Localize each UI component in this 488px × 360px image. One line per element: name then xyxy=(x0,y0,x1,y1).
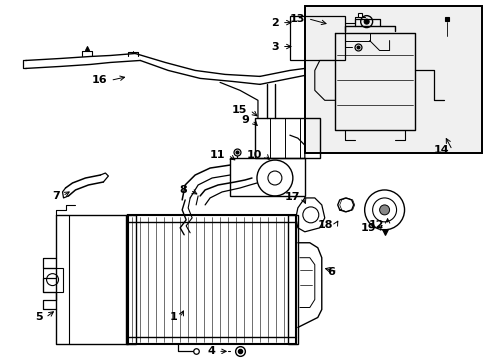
Bar xyxy=(42,268,62,292)
Text: 4: 4 xyxy=(207,346,215,356)
Text: 1: 1 xyxy=(169,312,177,323)
Text: 15: 15 xyxy=(231,105,246,115)
Text: 13: 13 xyxy=(289,14,304,24)
Text: 17: 17 xyxy=(284,192,299,202)
Bar xyxy=(304,6,481,153)
Text: 12: 12 xyxy=(368,220,384,230)
Bar xyxy=(229,158,304,196)
Text: 16: 16 xyxy=(92,75,107,85)
Text: 5: 5 xyxy=(35,312,42,323)
Text: 14: 14 xyxy=(433,145,448,155)
Bar xyxy=(128,215,295,345)
Text: 8: 8 xyxy=(179,185,187,195)
Text: 11: 11 xyxy=(209,150,224,160)
Text: 10: 10 xyxy=(246,150,262,160)
Bar xyxy=(289,15,344,60)
Bar xyxy=(126,215,136,345)
Bar xyxy=(287,215,297,345)
Bar xyxy=(304,6,481,153)
Text: 7: 7 xyxy=(52,191,60,201)
Text: 18: 18 xyxy=(317,220,332,230)
Text: 6: 6 xyxy=(326,267,334,276)
Circle shape xyxy=(379,205,389,215)
Text: 19: 19 xyxy=(360,223,376,233)
Text: 9: 9 xyxy=(241,115,248,125)
Text: 3: 3 xyxy=(271,41,278,51)
Circle shape xyxy=(364,19,368,24)
Bar xyxy=(254,118,319,158)
Text: 2: 2 xyxy=(271,18,278,28)
